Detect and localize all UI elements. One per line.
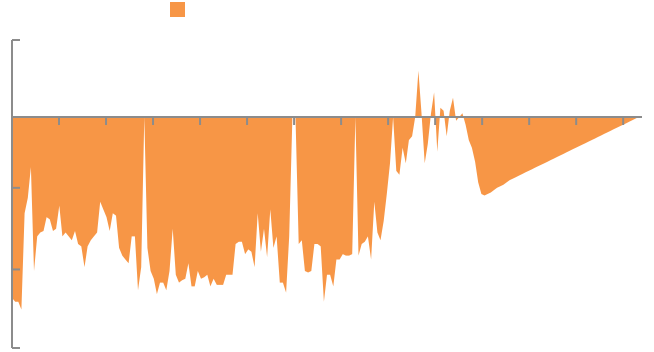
plot-area: [12, 70, 642, 310]
legend-swatch[interactable]: [170, 2, 185, 17]
area-series: [12, 70, 642, 310]
x-axis: [11, 116, 642, 125]
